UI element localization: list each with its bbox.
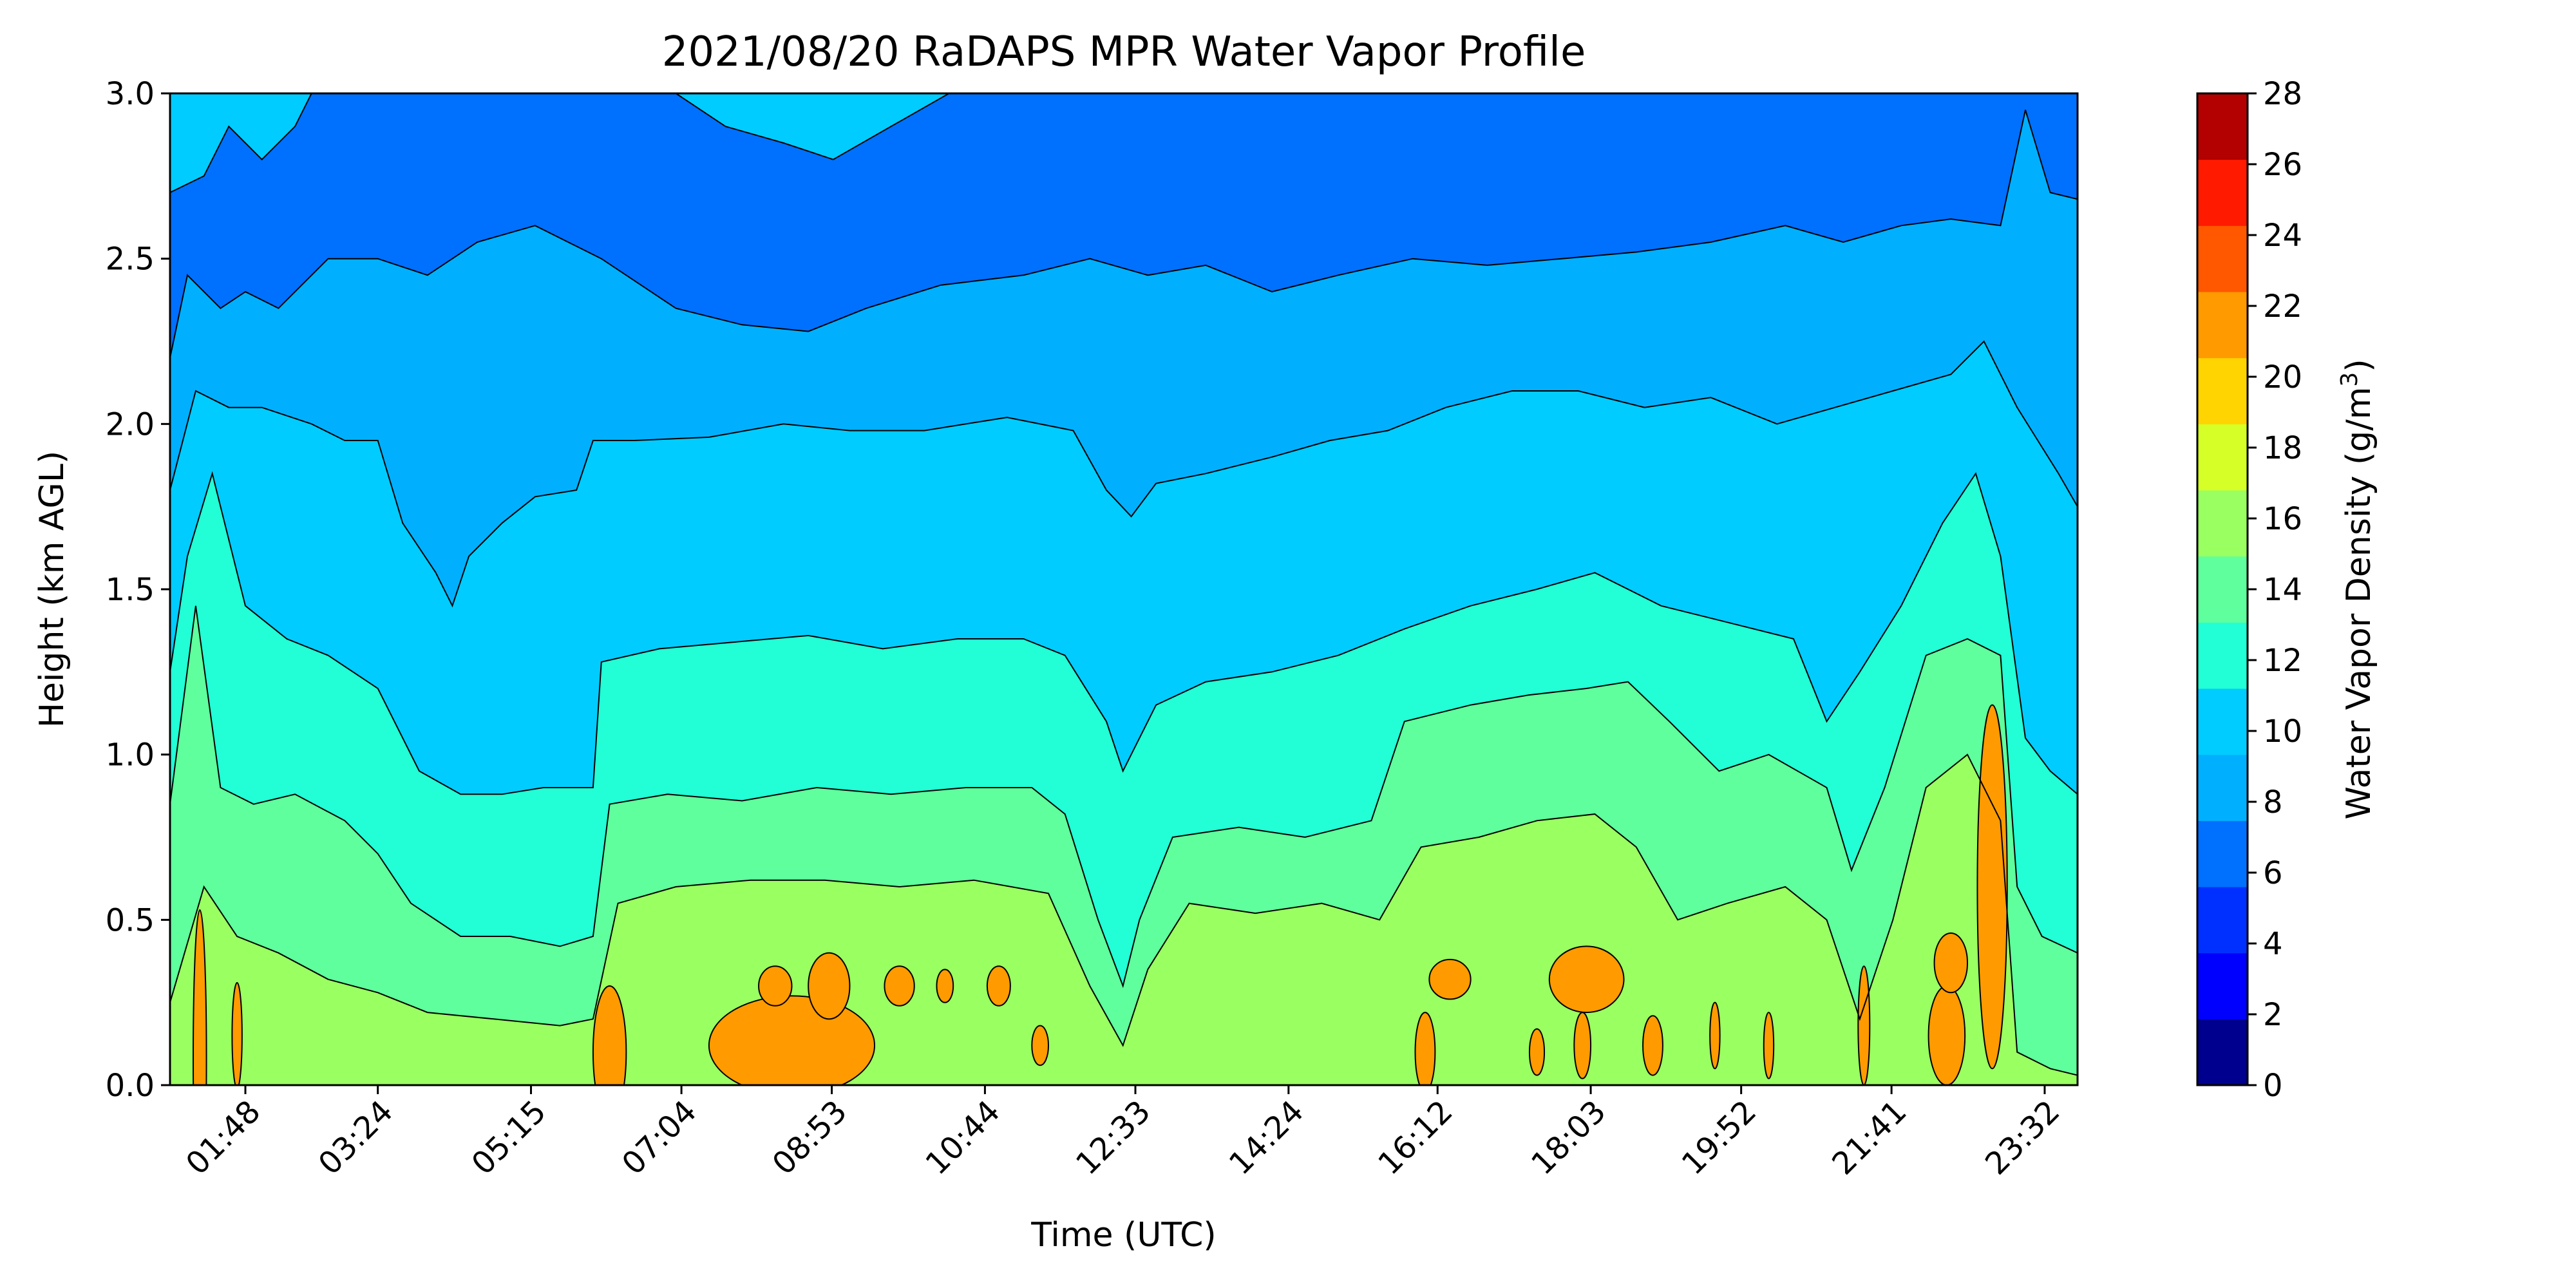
contour-patch-20	[192, 909, 207, 1085]
y-tick-label: 1.0	[106, 737, 155, 773]
contour-lines	[170, 93, 2078, 1076]
contour-patch-20	[1763, 1012, 1775, 1079]
colorbar-tick-label: 12	[2263, 643, 2302, 679]
contour-patch-20	[1642, 1015, 1663, 1076]
colorbar-swatch	[2197, 688, 2248, 755]
y-axis-label: Height (km AGL)	[33, 451, 71, 728]
y-tick-label: 3.0	[106, 76, 155, 112]
contour-line-16	[170, 753, 2078, 1076]
colorbar-label-superscript: 3	[2336, 372, 2363, 387]
contour-patches	[192, 704, 2008, 1085]
colorbar-swatch	[2197, 424, 2248, 491]
contour-line-14	[170, 605, 2078, 989]
contour-patch-20	[758, 965, 793, 1007]
colorbar-label: Water Vapor Density (g/m3)	[2336, 359, 2378, 819]
colorbar-tick-label: 28	[2263, 76, 2302, 112]
contour-patch-20	[1548, 945, 1625, 1014]
y-tick-label: 2.5	[106, 242, 155, 278]
x-tick-label: 12:33	[1069, 1094, 1157, 1182]
contour-line-6	[170, 93, 2078, 193]
contour-patch-20	[1414, 1012, 1436, 1085]
colorbar-tick-label: 8	[2263, 784, 2283, 820]
contour-patch-20	[884, 965, 915, 1007]
x-tick-label: 08:53	[766, 1094, 854, 1182]
colorbar-swatch	[2197, 93, 2248, 160]
contour-patch-20	[1857, 965, 1871, 1085]
colorbar-swatch	[2197, 952, 2248, 1019]
y-axis: 0.0 0.5 1.0 1.5 2.0 2.5 3.0	[106, 76, 170, 1104]
contour-patch-20	[1709, 1001, 1721, 1070]
colorbar-tick-label: 20	[2263, 359, 2302, 395]
x-tick-label: 14:24	[1222, 1094, 1311, 1182]
contour-patch-20	[936, 969, 954, 1003]
y-tick-label: 0.0	[106, 1068, 155, 1104]
colorbar-swatch	[2197, 292, 2248, 359]
contour-patch-20	[708, 995, 875, 1085]
contour-patch-20	[1927, 985, 1966, 1085]
contour-patch-20	[986, 965, 1011, 1007]
contour-patch-20	[1528, 1028, 1546, 1076]
colorbar-tick-label: 22	[2263, 289, 2302, 325]
contour-patch-20	[592, 985, 627, 1085]
y-tick-label: 2.0	[106, 406, 155, 442]
colorbar-label-main: Water Vapor Density (g/m	[2340, 387, 2378, 820]
colorbar-swatch	[2197, 159, 2248, 226]
contour-patch-20	[1976, 704, 2008, 1070]
y-tick-label: 1.5	[106, 572, 155, 608]
contour-line-12	[170, 471, 2078, 795]
x-axis: 01:48 03:24 05:15 07:04 08:53 10:44 12:33 14:24…	[179, 1085, 2067, 1182]
colorbar-tick-label: 14	[2263, 572, 2302, 608]
contour-fills	[170, 93, 2078, 1085]
contour-line-8	[170, 109, 2078, 358]
colorbar-swatch	[2197, 556, 2248, 623]
colorbar-tick-label: 26	[2263, 147, 2302, 183]
y-tick-label: 0.5	[106, 902, 155, 938]
colorbar-swatch	[2197, 820, 2248, 887]
x-tick-label: 23:32	[1978, 1094, 2067, 1182]
colorbar-swatch	[2197, 1019, 2248, 1086]
x-tick-label: 10:44	[918, 1094, 1007, 1182]
x-axis-label: Time (UTC)	[1030, 1216, 1216, 1255]
contour-line-10	[170, 340, 2078, 608]
contour-patch-20	[808, 952, 851, 1020]
plot-area	[170, 93, 2078, 1085]
x-tick-label: 18:03	[1524, 1094, 1613, 1182]
colorbar-tick-label: 0	[2263, 1068, 2283, 1104]
contour-patch-20	[1428, 958, 1472, 1000]
colorbar-tick-label: 24	[2263, 218, 2302, 254]
colorbar-tick-label: 2	[2263, 997, 2283, 1033]
colorbar-label-end: )	[2340, 359, 2378, 372]
colorbar-tick-label: 10	[2263, 714, 2302, 750]
colorbar-tick-label: 18	[2263, 430, 2302, 466]
colorbar-swatch	[2197, 357, 2248, 424]
colorbar-swatch	[2197, 887, 2248, 954]
colorbar-swatch	[2197, 622, 2248, 689]
contour-patch-20	[1031, 1025, 1050, 1066]
x-tick-label: 16:12	[1371, 1094, 1459, 1182]
contour-patch-20	[231, 981, 243, 1085]
x-tick-label: 19:52	[1675, 1094, 1763, 1182]
chart-title: 2021/08/20 RaDAPS MPR Water Vapor Profil…	[662, 28, 1586, 76]
colorbar-tick-label: 6	[2263, 855, 2283, 891]
contour-patch-20	[1933, 932, 1969, 994]
x-tick-label: 03:24	[312, 1094, 400, 1182]
x-tick-label: 07:04	[615, 1094, 703, 1182]
colorbar-swatch	[2197, 225, 2248, 292]
colorbar-swatch	[2197, 490, 2248, 557]
colorbar-tick-label: 4	[2263, 926, 2283, 962]
x-tick-label: 01:48	[179, 1094, 267, 1182]
colorbar-tick-label: 16	[2263, 501, 2302, 537]
x-tick-label: 05:15	[465, 1094, 553, 1182]
colorbar-swatch	[2197, 754, 2248, 821]
contour-patch-20	[1573, 1012, 1592, 1079]
x-tick-label: 21:41	[1825, 1094, 1913, 1182]
